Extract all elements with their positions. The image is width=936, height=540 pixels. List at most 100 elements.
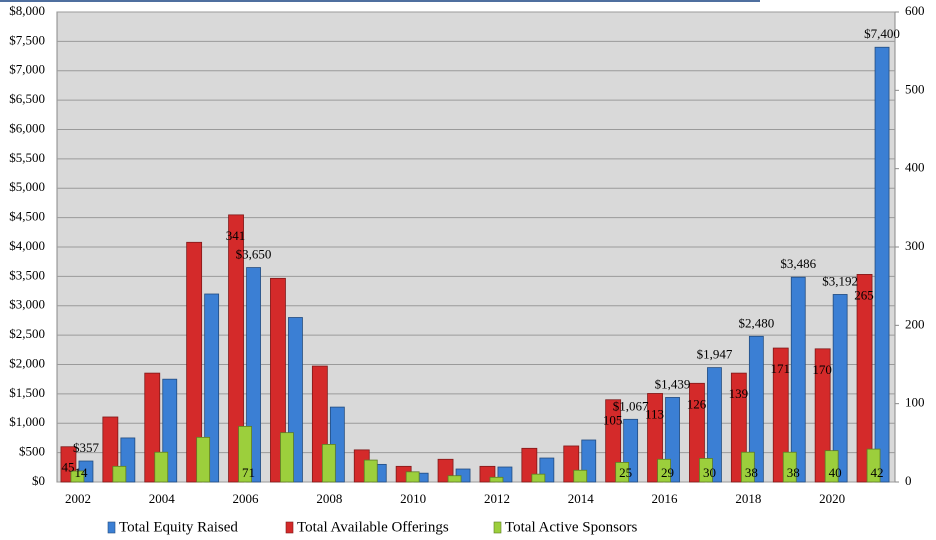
bar — [707, 367, 722, 483]
value-label: 71 — [242, 465, 255, 480]
bar — [782, 451, 797, 483]
bar — [489, 476, 504, 483]
y2-tick-label: 100 — [905, 395, 925, 410]
y2-tick-label: 500 — [905, 81, 925, 96]
bar — [824, 450, 839, 483]
bar — [280, 432, 294, 483]
value-label: $1,439 — [655, 376, 691, 391]
y-tick-label: $4,500 — [9, 209, 45, 224]
bar — [186, 241, 203, 483]
bar — [363, 459, 378, 483]
bar — [866, 448, 881, 483]
y2-tick-label: 300 — [905, 238, 925, 253]
bar — [228, 214, 244, 483]
y-tick-label: $6,500 — [9, 91, 45, 106]
bar — [689, 382, 705, 483]
y2-tick-label: 200 — [905, 316, 925, 331]
value-label: $1,067 — [613, 398, 649, 413]
value-label: 40 — [829, 465, 842, 480]
value-label: $7,400 — [864, 26, 900, 41]
y-tick-label: $0 — [32, 473, 45, 488]
y2-tick-label: 0 — [905, 473, 912, 488]
value-label: 45 — [61, 460, 74, 475]
x-tick-label: 2016 — [652, 491, 679, 506]
y-tick-label: $7,500 — [9, 32, 45, 47]
y-tick-label: $7,000 — [9, 62, 45, 77]
y-tick-label: $1,000 — [9, 414, 45, 429]
value-label: 42 — [871, 465, 884, 480]
bar — [521, 447, 538, 483]
bar — [70, 470, 85, 483]
bar — [740, 451, 755, 483]
x-tick-label: 2018 — [735, 491, 761, 506]
x-tick-label: 2012 — [484, 491, 510, 506]
x-tick-label: 2004 — [149, 491, 176, 506]
y-tick-label: $6,000 — [9, 120, 45, 135]
bar — [270, 277, 286, 483]
y2-tick-label: 600 — [905, 3, 925, 18]
y-tick-label: $2,500 — [9, 326, 45, 341]
y-tick-label: $5,000 — [9, 179, 45, 194]
bar — [657, 458, 671, 483]
bar — [154, 451, 169, 483]
bar — [112, 465, 127, 483]
x-tick-label: 2014 — [568, 491, 595, 506]
legend-label: Total Active Sponsors — [505, 519, 637, 535]
value-label: $2,480 — [738, 315, 774, 330]
value-label: 126 — [687, 396, 707, 411]
value-label: 30 — [703, 465, 716, 480]
value-label: 113 — [645, 406, 664, 421]
legend-swatch — [285, 521, 294, 534]
bar — [772, 347, 789, 483]
bar — [748, 335, 764, 483]
bar — [699, 458, 713, 483]
bar — [790, 276, 806, 483]
y-tick-label: $1,500 — [9, 385, 45, 400]
x-tick-label: 2006 — [233, 491, 260, 506]
value-label: $1,947 — [697, 347, 733, 362]
value-label: 25 — [619, 465, 632, 480]
bar — [531, 473, 546, 483]
y-tick-label: $3,500 — [9, 267, 45, 282]
bar — [196, 436, 211, 483]
bar — [814, 348, 831, 483]
y-tick-label: $2,000 — [9, 355, 45, 370]
y-tick-label: $500 — [19, 444, 45, 459]
legend-swatch — [493, 521, 502, 534]
bar — [573, 469, 588, 483]
value-label: 29 — [661, 465, 674, 480]
bar — [615, 462, 630, 483]
bar — [405, 471, 420, 483]
value-label: 38 — [745, 465, 758, 480]
value-label: 170 — [812, 362, 832, 377]
bar — [874, 46, 890, 483]
value-label: 139 — [729, 386, 749, 401]
value-label: 341 — [226, 228, 246, 243]
legend-label: Total Equity Raised — [119, 519, 238, 535]
bar — [856, 274, 873, 483]
y2-tick-label: 400 — [905, 160, 925, 175]
y-tick-label: $3,000 — [9, 297, 45, 312]
bar — [204, 293, 220, 483]
legend-label: Total Available Offerings — [297, 519, 449, 535]
y-tick-label: $4,000 — [9, 238, 45, 253]
value-label: $357 — [73, 440, 100, 455]
bar — [102, 416, 119, 483]
y-tick-label: $5,500 — [9, 150, 45, 165]
legend-swatch — [107, 521, 116, 534]
value-label: 265 — [854, 287, 874, 302]
value-label: 14 — [74, 465, 88, 480]
value-label: 105 — [603, 413, 623, 428]
bar — [321, 443, 336, 483]
x-tick-label: 2020 — [819, 491, 845, 506]
value-label: $3,486 — [780, 256, 816, 271]
value-label: $3,650 — [236, 247, 272, 262]
value-label: 171 — [771, 361, 791, 376]
x-tick-label: 2002 — [65, 491, 91, 506]
y-tick-label: $8,000 — [9, 3, 45, 18]
value-label: 38 — [787, 465, 800, 480]
bar — [605, 399, 622, 483]
bar — [238, 425, 252, 483]
